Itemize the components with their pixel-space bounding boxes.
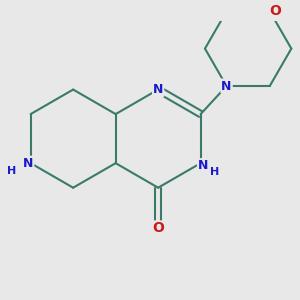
Text: H: H	[8, 166, 16, 176]
Text: N: N	[153, 83, 163, 96]
Text: N: N	[198, 159, 208, 172]
Text: N: N	[23, 157, 33, 170]
Text: O: O	[152, 221, 164, 236]
Text: H: H	[210, 167, 219, 177]
Text: O: O	[270, 4, 282, 18]
Text: N: N	[221, 80, 232, 92]
